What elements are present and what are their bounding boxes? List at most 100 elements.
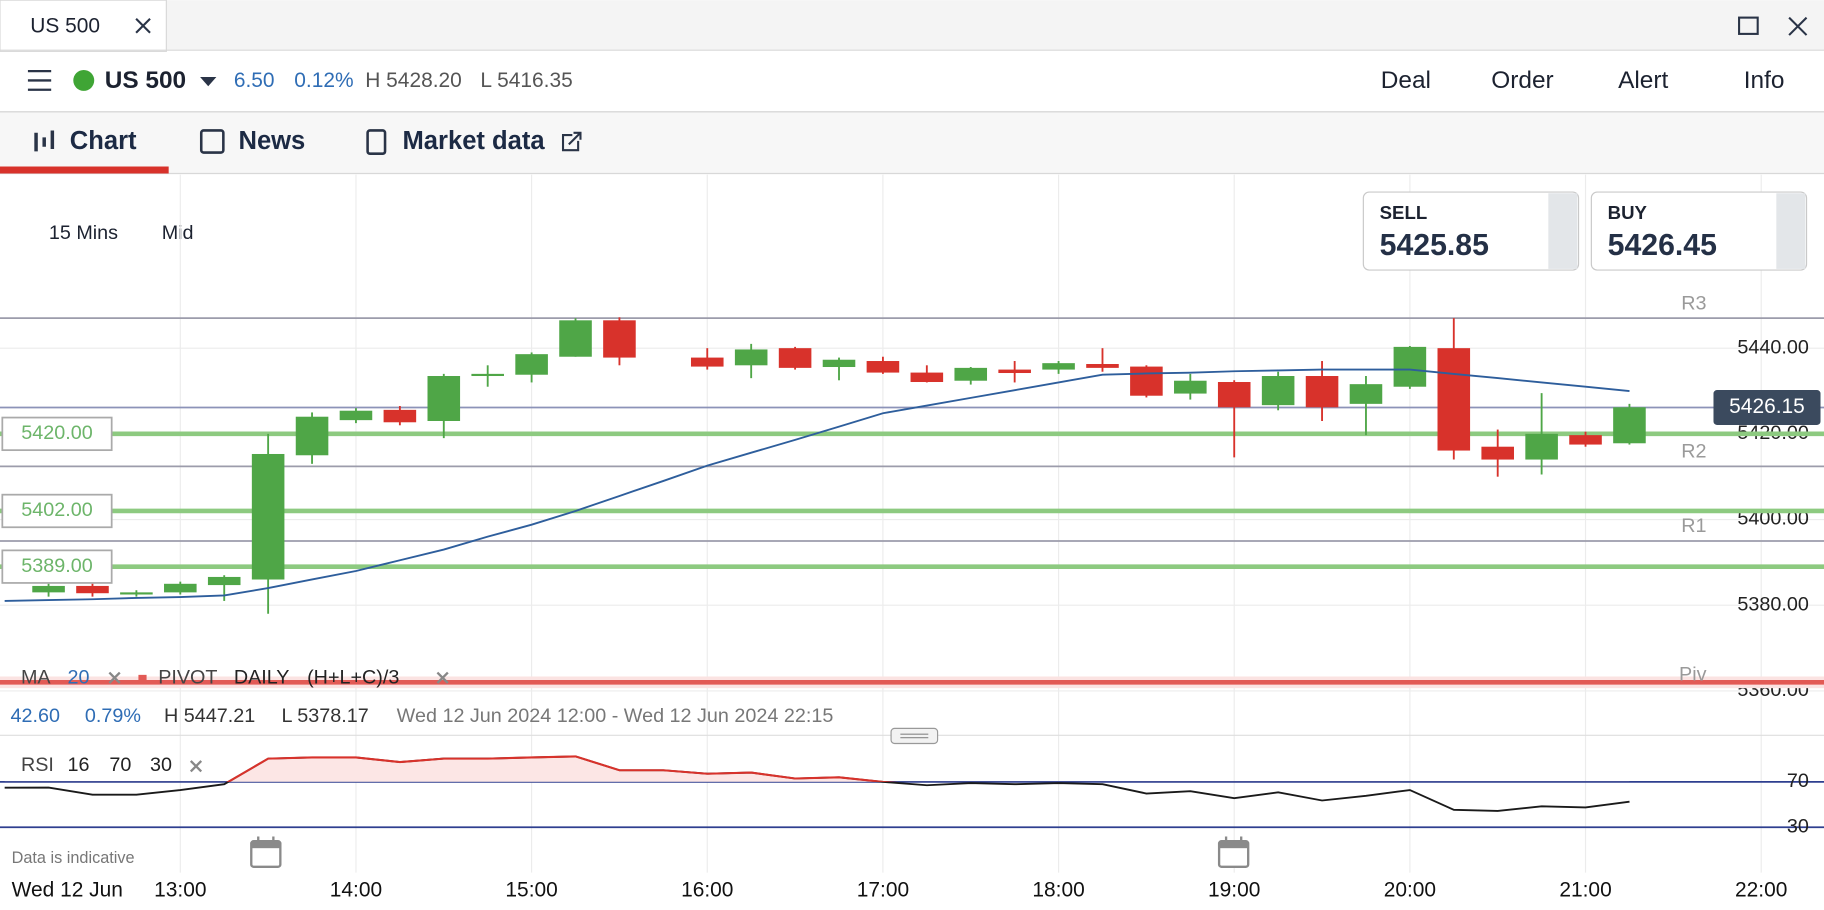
chart-tab[interactable]: Chart: [70, 127, 137, 155]
candle-body: [1130, 366, 1163, 396]
menu-button[interactable]: [27, 69, 52, 91]
chart-icon: [34, 130, 55, 152]
candle-body: [515, 354, 548, 375]
rsi-overbought-area: [4, 756, 1630, 782]
candle-body: [603, 320, 636, 358]
deal-button[interactable]: Deal: [1381, 67, 1431, 94]
maximize-button[interactable]: [1738, 16, 1759, 35]
candle-body: [1437, 348, 1471, 451]
candle-body: [295, 416, 329, 456]
level-tag: [1, 416, 113, 452]
buy-price: 5426.45: [1608, 229, 1717, 262]
x-tick-label: 15:00: [505, 879, 557, 902]
candle-body: [427, 376, 461, 421]
period-change: 42.60: [10, 705, 59, 727]
x-tick-label: 16:00: [681, 879, 733, 902]
tab-title: US 500: [30, 14, 100, 37]
level-tag: [1, 549, 113, 584]
x-tick-label: 20:00: [1384, 879, 1436, 902]
buy-box-strip: [1776, 193, 1806, 269]
candle-body: [1042, 363, 1075, 370]
close-button[interactable]: [1788, 16, 1808, 36]
chart: 13:00 14:00 15:00 16:00 17:00 18:00 19:00 20:00…: [0, 174, 1824, 902]
candle-body: [1525, 433, 1558, 460]
candle-body: [207, 576, 241, 586]
market-data-tab[interactable]: Market data: [402, 127, 545, 155]
candle-body: [1305, 376, 1339, 408]
candle-body: [690, 357, 724, 367]
active-tab-indicator: [0, 166, 169, 174]
x-tick-label: 13:00: [154, 879, 206, 902]
rsi-tick-label: 30: [1787, 815, 1809, 837]
candle-body: [1349, 384, 1383, 404]
candle-body: [559, 320, 592, 357]
buy-label: BUY: [1608, 202, 1648, 223]
pivot-period: DAILY: [234, 667, 290, 689]
news-icon: [199, 129, 225, 154]
candle-body: [32, 585, 65, 593]
calendar-icon[interactable]: [250, 836, 282, 868]
ma-line: [4, 368, 1630, 602]
current-price-label: 5426.15: [1729, 395, 1805, 418]
current-price-tag: [1713, 390, 1821, 425]
rsi-param: 16: [67, 754, 89, 776]
ma-period: 20: [67, 667, 89, 689]
order-button[interactable]: Order: [1491, 67, 1553, 94]
market-data-icon: [366, 129, 387, 155]
interval[interactable]: 15 Mins: [49, 222, 118, 244]
change: 6.50: [234, 69, 275, 92]
candle-body: [778, 348, 812, 368]
instrument-dropdown[interactable]: [200, 76, 217, 87]
remove-pivot[interactable]: [436, 671, 449, 684]
instrument-name[interactable]: US 500: [105, 67, 186, 94]
candle-body: [1481, 446, 1514, 460]
period-low: L 5378.17: [282, 705, 369, 727]
disclaimer: Data is indicative: [12, 849, 135, 867]
info-button[interactable]: Info: [1744, 67, 1785, 94]
pivot-label: R1: [1681, 515, 1706, 537]
low: L 5416.35: [480, 69, 572, 92]
sell-box-strip: [1548, 193, 1578, 269]
remove-rsi[interactable]: [189, 760, 203, 773]
tab[interactable]: [0, 0, 167, 52]
change-pct: 0.12%: [294, 69, 353, 92]
candle-body: [76, 585, 109, 594]
sell-box[interactable]: [1362, 191, 1580, 271]
sell-price: 5425.85: [1380, 229, 1489, 262]
price-type[interactable]: Mid: [162, 222, 194, 244]
remove-ma[interactable]: [108, 671, 121, 684]
x-tick-label: 18:00: [1032, 879, 1084, 902]
level-tag: [1, 493, 113, 529]
rsi-tick-label: 70: [1787, 770, 1809, 792]
rsi-overbought-line: [226, 755, 897, 782]
candle-body: [164, 583, 197, 593]
alert-button[interactable]: Alert: [1618, 67, 1668, 94]
candle-body: [1086, 364, 1119, 368]
candle-body: [1261, 376, 1295, 406]
ma-label: MA: [21, 667, 51, 689]
candle-body: [339, 410, 373, 421]
candle-body: [251, 453, 285, 580]
tab-close[interactable]: [135, 18, 151, 34]
candle-body: [1613, 407, 1646, 444]
period-high: H 5447.21: [164, 705, 255, 727]
pivot-label: R3: [1681, 292, 1706, 314]
period-range: Wed 12 Jun 2024 12:00 - Wed 12 Jun 2024 …: [397, 705, 834, 727]
x-tick-label: 19:00: [1208, 879, 1260, 902]
candle-body: [954, 367, 988, 381]
candle-body: [1393, 346, 1427, 387]
x-tick-label: 17:00: [857, 879, 909, 902]
x-tick-label: 22:00: [1735, 879, 1787, 902]
pivot-formula: (H+L+C)/3: [307, 667, 399, 689]
pane-resize-handle[interactable]: [890, 727, 939, 745]
rsi-param: 70: [109, 754, 131, 776]
buy-box[interactable]: [1590, 191, 1808, 271]
y-tick-label: 5440.00: [1737, 336, 1808, 358]
candle-body: [998, 369, 1031, 374]
candle-body: [1174, 380, 1207, 394]
candle-body: [866, 361, 900, 373]
calendar-icon[interactable]: [1217, 836, 1250, 868]
period-change-pct: 0.79%: [85, 705, 141, 727]
news-tab[interactable]: News: [238, 127, 305, 155]
